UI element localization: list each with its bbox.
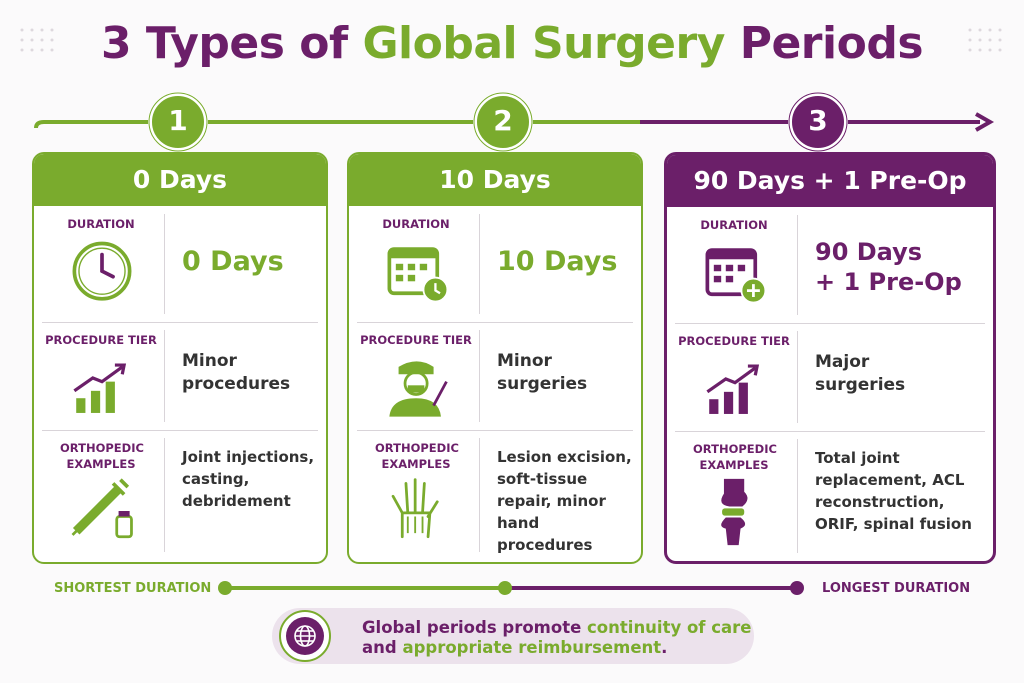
tier-value: Minor procedures (182, 351, 291, 394)
card-row: ORTHOPEDIC EXAMPLES Joint injections, cas… (42, 430, 318, 560)
row-label: PROCEDURE TIER (678, 334, 790, 348)
duration-line: 10 Days (497, 246, 618, 277)
row-icon (72, 241, 132, 301)
row-icon (391, 478, 439, 539)
examples-value: Joint injections, casting, debridement (182, 448, 315, 510)
duration-value: 0 Days (182, 246, 312, 278)
row-label: DURATION (700, 218, 768, 232)
period-card: 0 Days DURATION 0 Days PROCEDURE TIER Minor … (32, 152, 328, 564)
banner-part: and (362, 638, 397, 657)
title-part: Periods (739, 18, 924, 69)
banner-part: continuity of care (587, 618, 752, 637)
divider (479, 214, 480, 314)
duration-value: 10 Days (497, 246, 627, 278)
banner-part: . (661, 638, 668, 657)
divider (797, 215, 798, 315)
divider (164, 438, 165, 552)
period-card: 90 Days + 1 Pre-Op DURATION 90 Days + 1 Pre… (664, 152, 996, 564)
divider (797, 439, 798, 553)
card-row: ORTHOPEDIC EXAMPLES Total joint replaceme… (675, 431, 985, 561)
card-row: DURATION 90 Days + 1 Pre-Op (675, 207, 985, 324)
card-row: PROCEDURE TIER Major surgeries (675, 323, 985, 432)
step-number: 2 (493, 104, 513, 137)
duration-line: 0 Days (182, 246, 284, 277)
scale-left: SHORTEST DURATION (54, 581, 212, 596)
duration-line: 90 Days (815, 238, 923, 266)
step-number: 3 (808, 104, 828, 137)
duration-line: + 1 Pre-Op (815, 268, 962, 296)
period-card: 10 Days DURATION 10 Days PROCEDURE TIER Mino… (347, 152, 643, 564)
divider (797, 331, 798, 423)
globe-icon (279, 610, 331, 662)
duration-value: 90 Days + 1 Pre-Op (815, 237, 979, 297)
title: 3 Types of Global Surgery Periods (0, 18, 1024, 69)
divider (164, 214, 165, 314)
row-label: DURATION (67, 217, 135, 231)
row-icon (706, 364, 760, 414)
row-label: ORTHOPEDIC EXAMPLES (60, 441, 144, 471)
card-header: 10 Days (349, 154, 641, 206)
divider (479, 330, 480, 422)
card-row: PROCEDURE TIER Minor surgeries (357, 322, 633, 431)
row-icon (389, 361, 448, 417)
row-label: PROCEDURE TIER (360, 333, 472, 347)
examples-value: Lesion excision, soft-tissue repair, min… (497, 448, 632, 554)
row-icon (71, 478, 133, 539)
step-badge (788, 92, 848, 152)
banner-part: Global periods promote (362, 618, 582, 637)
divider (479, 438, 480, 552)
banner-text: Global periods promote continuity of car… (362, 618, 751, 658)
scale-right: LONGEST DURATION (822, 581, 971, 596)
row-label: ORTHOPEDIC EXAMPLES (375, 441, 459, 471)
tier-value: Minor surgeries (497, 351, 588, 394)
banner-part: appropriate reimbursement (402, 638, 662, 657)
title-part: 3 Types of (100, 18, 348, 69)
title-part: Global Surgery (362, 18, 725, 69)
step-number: 1 (168, 104, 188, 137)
tier-value: Major surgeries (815, 352, 906, 395)
card-header: 0 Days (34, 154, 326, 206)
banner (272, 608, 754, 664)
examples-value: Total joint replacement, ACL reconstruct… (815, 449, 972, 533)
card-row: PROCEDURE TIER Minor procedures (42, 322, 318, 431)
card-row: DURATION 0 Days (42, 206, 318, 323)
row-icon (721, 478, 748, 546)
card-row: ORTHOPEDIC EXAMPLES Lesion excision, soft… (357, 430, 633, 560)
step-badge (473, 92, 533, 152)
card-header: 90 Days + 1 Pre-Op (667, 155, 993, 207)
row-icon (705, 248, 767, 304)
row-label: DURATION (382, 217, 450, 231)
row-icon (387, 247, 449, 303)
step-badge (148, 92, 208, 152)
row-icon (73, 363, 127, 413)
divider (164, 330, 165, 422)
row-label: PROCEDURE TIER (45, 333, 157, 347)
row-label: ORTHOPEDIC EXAMPLES (693, 442, 777, 472)
card-row: DURATION 10 Days (357, 206, 633, 323)
